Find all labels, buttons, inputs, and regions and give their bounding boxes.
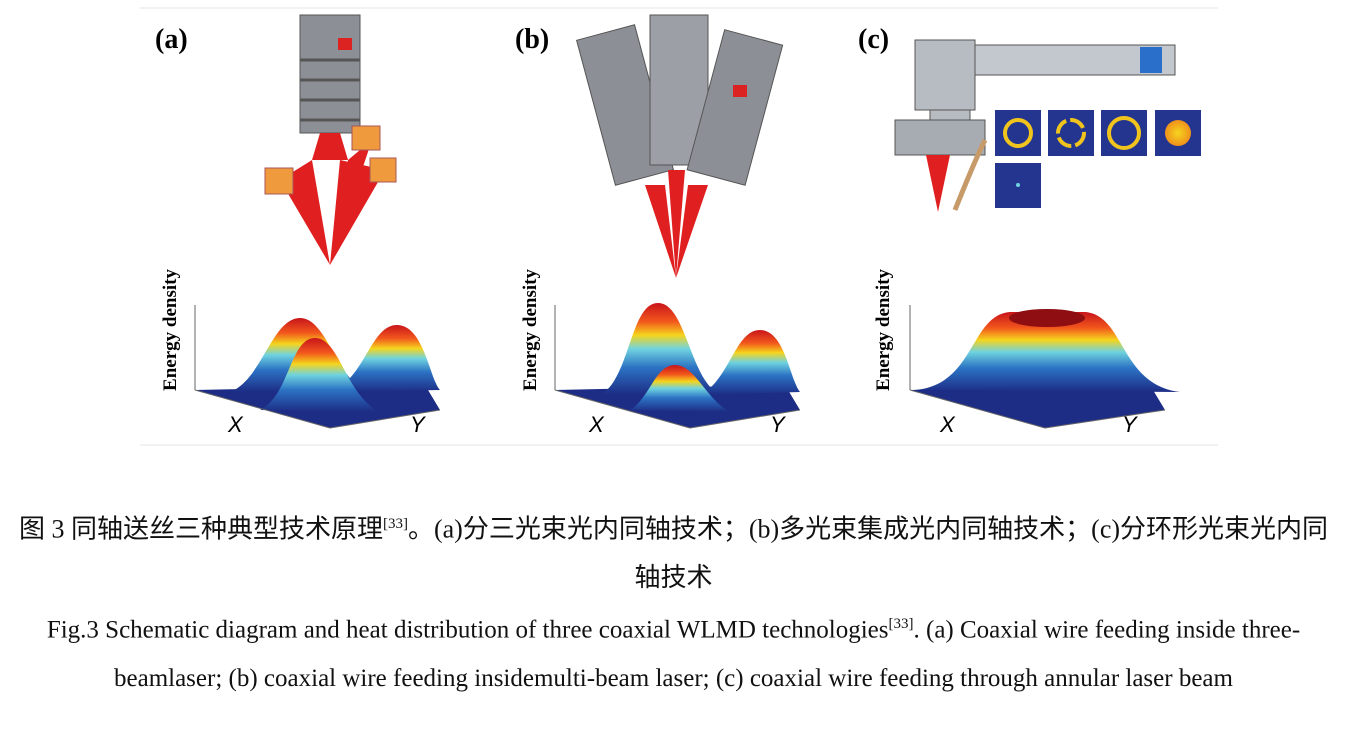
caption-text: 。(a)分三光束光内同轴技术；(b)多光束集成光内同轴技术；(c)分环形光束光内… — [407, 514, 1329, 592]
surface-peak — [630, 365, 730, 412]
device — [894, 119, 986, 156]
beam — [676, 185, 708, 278]
beam — [330, 160, 385, 265]
label-mark — [733, 85, 747, 97]
caption-text: Fig.3 Schematic diagram and heat distrib… — [46, 616, 889, 644]
panel-b: (b) Energy density X Y — [515, 14, 801, 437]
panel-label: (c) — [858, 24, 889, 55]
citation: [33] — [888, 616, 914, 632]
axis-label: Energy density — [873, 269, 894, 391]
figure: (a) Energy density X Y (b) Energy densit… — [140, 7, 1218, 446]
surface-peak — [700, 330, 800, 395]
axis-label: X — [227, 412, 244, 437]
axis-label: Energy density — [160, 269, 181, 391]
axis-label: X — [939, 412, 956, 437]
surface-peak — [330, 325, 440, 392]
surface-ring — [915, 312, 1180, 392]
caption-en: Fig.3 Schematic diagram and heat distrib… — [10, 600, 1337, 703]
citation: [33] — [382, 516, 408, 532]
beam — [312, 133, 348, 160]
axis-label: Y — [770, 412, 786, 437]
panel-label: (a) — [155, 24, 188, 55]
mirror — [351, 125, 381, 151]
beam — [668, 170, 685, 278]
beam — [926, 155, 950, 212]
caption-zh: 图 3 同轴送丝三种典型技术原理[33]。(a)分三光束光内同轴技术；(b)多光… — [10, 500, 1337, 602]
axis-label: Y — [1122, 412, 1138, 437]
axis-label: Y — [410, 412, 426, 437]
caption-text: . (a) Coaxial wire feeding inside three-… — [114, 616, 1301, 693]
beam-profile — [995, 110, 1201, 208]
axis-label: Energy density — [520, 269, 541, 391]
laser-head — [686, 29, 784, 186]
panel-c: (c) Energy density X Y — [858, 24, 1201, 437]
mirror — [369, 157, 397, 183]
device — [914, 39, 976, 111]
beam — [645, 185, 676, 278]
panel-a: (a) Energy density X Y — [155, 14, 441, 437]
wire — [952, 138, 988, 211]
surface-peak — [260, 338, 380, 412]
surface-base — [910, 385, 1165, 428]
axis-label: X — [588, 412, 605, 437]
mirror — [264, 167, 294, 195]
label-mark — [338, 38, 352, 50]
laser-head — [299, 14, 361, 134]
panel-label: (b) — [515, 24, 549, 55]
surface-crater — [1009, 309, 1085, 327]
caption-text: 图 3 同轴送丝三种典型技术原理 — [18, 514, 383, 544]
device-part — [1140, 47, 1162, 73]
